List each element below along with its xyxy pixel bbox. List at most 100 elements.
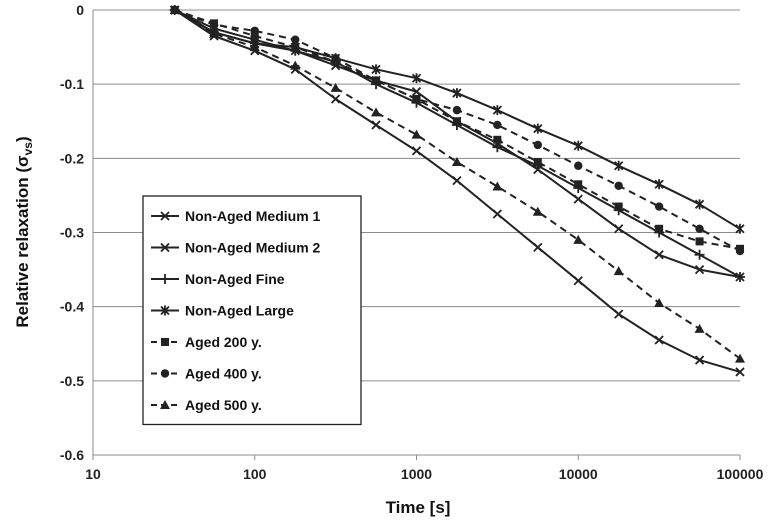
data-point: [735, 367, 745, 377]
legend-label: Non-Aged Large: [185, 303, 294, 319]
legend-marker: [160, 369, 170, 378]
data-point: [493, 135, 502, 144]
x-tick-label: 100: [243, 466, 267, 482]
x-axis-title: Time [s]: [386, 498, 451, 517]
y-tick-label: -0.2: [60, 150, 84, 166]
legend-marker: [160, 305, 170, 316]
data-point: [694, 199, 705, 210]
data-point: [452, 88, 462, 99]
legend-marker: [160, 400, 170, 409]
legend-item: Non-Aged Medium 1: [151, 208, 321, 224]
data-point: [412, 94, 421, 104]
y-tick-label: -0.5: [60, 373, 84, 389]
data-point: [411, 86, 422, 97]
data-point: [411, 146, 422, 156]
data-point: [735, 246, 745, 256]
data-point: [735, 272, 745, 282]
data-point: [493, 120, 502, 130]
data-point: [209, 28, 220, 38]
data-point: [209, 20, 219, 30]
legend-marker: [160, 211, 170, 221]
legend-item: Aged 400 y.: [151, 366, 262, 382]
data-point: [614, 224, 624, 234]
x-tick-label: 10000: [559, 466, 598, 482]
data-point: [654, 335, 664, 345]
y-axis-title-subscript: vs: [21, 142, 35, 156]
data-point: [735, 353, 745, 363]
legend-item: Non-Aged Fine: [151, 271, 285, 287]
y-tick-label: -0.1: [60, 76, 84, 92]
data-point: [533, 140, 543, 150]
data-point: [533, 123, 543, 134]
data-point: [694, 323, 705, 333]
data-point: [654, 297, 665, 307]
data-point: [694, 249, 705, 260]
y-axis-title-main: Relative relaxation (σ: [13, 155, 32, 328]
data-point: [330, 94, 341, 104]
legend-label: Aged 400 y.: [185, 366, 262, 382]
data-point: [694, 355, 705, 365]
data-point: [573, 194, 583, 204]
data-point: [654, 202, 664, 211]
y-axis-title: Relative relaxation (σvs): [13, 136, 35, 327]
legend-item: Aged 200 y.: [151, 334, 262, 350]
data-point: [169, 5, 180, 14]
series-layer: [169, 5, 745, 377]
data-point: [492, 181, 503, 191]
data-point: [452, 175, 462, 186]
data-point: [452, 117, 461, 126]
data-point: [411, 129, 422, 139]
y-tick-label: -0.3: [60, 225, 84, 241]
data-point: [614, 181, 623, 190]
data-point: [291, 35, 300, 44]
data-point: [533, 242, 543, 252]
data-point: [371, 64, 381, 75]
data-point: [291, 43, 300, 52]
y-tick-label: -0.6: [60, 447, 84, 463]
legend-marker: [161, 338, 169, 346]
data-point: [613, 266, 624, 276]
data-point: [331, 54, 340, 63]
legend-item: Aged 500 y.: [151, 397, 262, 413]
x-tick-label: 1000: [401, 466, 432, 482]
y-tick-label: -0.4: [60, 299, 84, 315]
y-tick-label: 0: [76, 2, 84, 18]
data-point: [614, 309, 624, 319]
data-point: [695, 237, 704, 246]
data-point: [654, 250, 664, 260]
data-point: [574, 180, 583, 189]
data-point: [655, 224, 664, 233]
data-point: [250, 26, 259, 35]
data-point: [614, 160, 624, 171]
data-point: [654, 179, 664, 190]
legend-label: Aged 500 y.: [185, 397, 262, 413]
legend-marker: [160, 274, 170, 284]
data-point: [573, 276, 583, 286]
data-point: [411, 73, 422, 84]
data-point: [249, 42, 260, 52]
legend-item: Non-Aged Medium 2: [151, 240, 321, 256]
legend-label: Non-Aged Medium 1: [185, 208, 321, 224]
data-point: [492, 105, 503, 116]
legend-label: Non-Aged Medium 2: [185, 240, 321, 256]
series-7: [169, 5, 745, 363]
data-point: [371, 120, 381, 130]
x-tick-label: 100000: [717, 466, 764, 482]
data-point: [533, 158, 542, 167]
data-point: [330, 82, 341, 92]
legend-label: Non-Aged Fine: [185, 271, 285, 287]
data-point: [694, 264, 705, 275]
data-point: [614, 202, 623, 211]
legend-box: [142, 195, 362, 426]
legend-item: Non-Aged Large: [151, 303, 294, 319]
data-point: [573, 140, 583, 151]
data-point: [290, 60, 301, 70]
x-tick-label: 10: [85, 466, 101, 482]
data-point: [574, 161, 583, 170]
data-point: [492, 209, 503, 219]
legend: Non-Aged Medium 1 Non-Aged Medium 2 Non-Ag…: [142, 195, 362, 426]
data-point: [371, 107, 382, 117]
data-point: [371, 76, 381, 85]
